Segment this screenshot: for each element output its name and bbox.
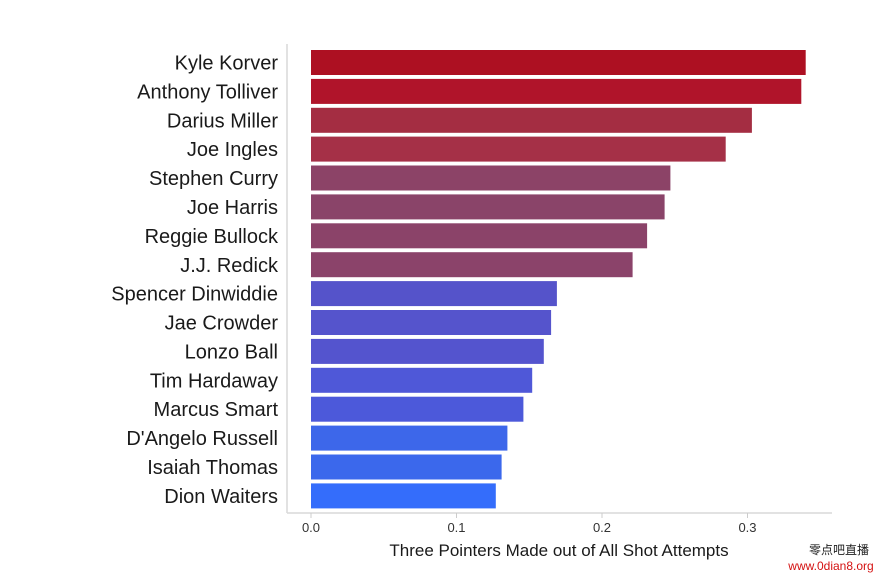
bar-stephen-curry: [311, 165, 671, 191]
category-label: J.J. Redick: [180, 255, 279, 277]
category-label: Stephen Curry: [149, 168, 278, 190]
category-labels: Kyle Korver Anthony Tolliver Darius Miller…: [111, 53, 279, 508]
watermark-text-cn: 零点吧直播: [809, 543, 869, 557]
bar-tim-hardaway: [311, 367, 533, 393]
bar-lonzo-ball: [311, 338, 544, 364]
watermark-url: www.0dian8.org: [787, 559, 873, 573]
bar-joe-ingles: [311, 136, 726, 162]
x-tick-label: 0.1: [447, 520, 465, 535]
category-label: Lonzo Ball: [185, 341, 278, 363]
category-label: Isaiah Thomas: [147, 457, 278, 479]
bar-reggie-bullock: [311, 223, 648, 249]
bar-j-j-redick: [311, 252, 633, 278]
bar-anthony-tolliver: [311, 78, 802, 104]
bar-darius-miller: [311, 107, 752, 133]
x-tick-label: 0.3: [738, 520, 756, 535]
bar-kyle-korver: [311, 50, 806, 75]
category-label: D'Angelo Russell: [126, 428, 278, 450]
bar-spencer-dinwiddie: [311, 281, 557, 307]
bar-jae-crowder: [311, 310, 552, 335]
category-label: Anthony Tolliver: [137, 81, 278, 103]
x-tick-label: 0.2: [593, 520, 611, 535]
category-label: Marcus Smart: [154, 399, 279, 421]
bar-isaiah-thomas: [311, 454, 502, 480]
category-label: Joe Harris: [187, 197, 278, 219]
category-label: Tim Hardaway: [150, 370, 278, 392]
category-label: Darius Miller: [167, 110, 278, 132]
category-label: Spencer Dinwiddie: [111, 284, 278, 306]
bar-marcus-smart: [311, 396, 524, 422]
category-label: Jae Crowder: [165, 313, 279, 335]
category-label: Reggie Bullock: [145, 226, 279, 248]
bar-joe-harris: [311, 194, 665, 220]
x-ticks: 0.0 0.1 0.2 0.3: [302, 513, 757, 535]
category-label: Dion Waiters: [164, 486, 278, 508]
category-label: Kyle Korver: [175, 53, 279, 75]
category-label: Joe Ingles: [187, 139, 278, 161]
x-tick-label: 0.0: [302, 520, 320, 535]
bar-d-angelo-russell: [311, 425, 508, 451]
x-axis-title: Three Pointers Made out of All Shot Atte…: [389, 541, 728, 560]
bars-group: [311, 50, 806, 509]
bar-dion-waiters: [311, 483, 496, 509]
